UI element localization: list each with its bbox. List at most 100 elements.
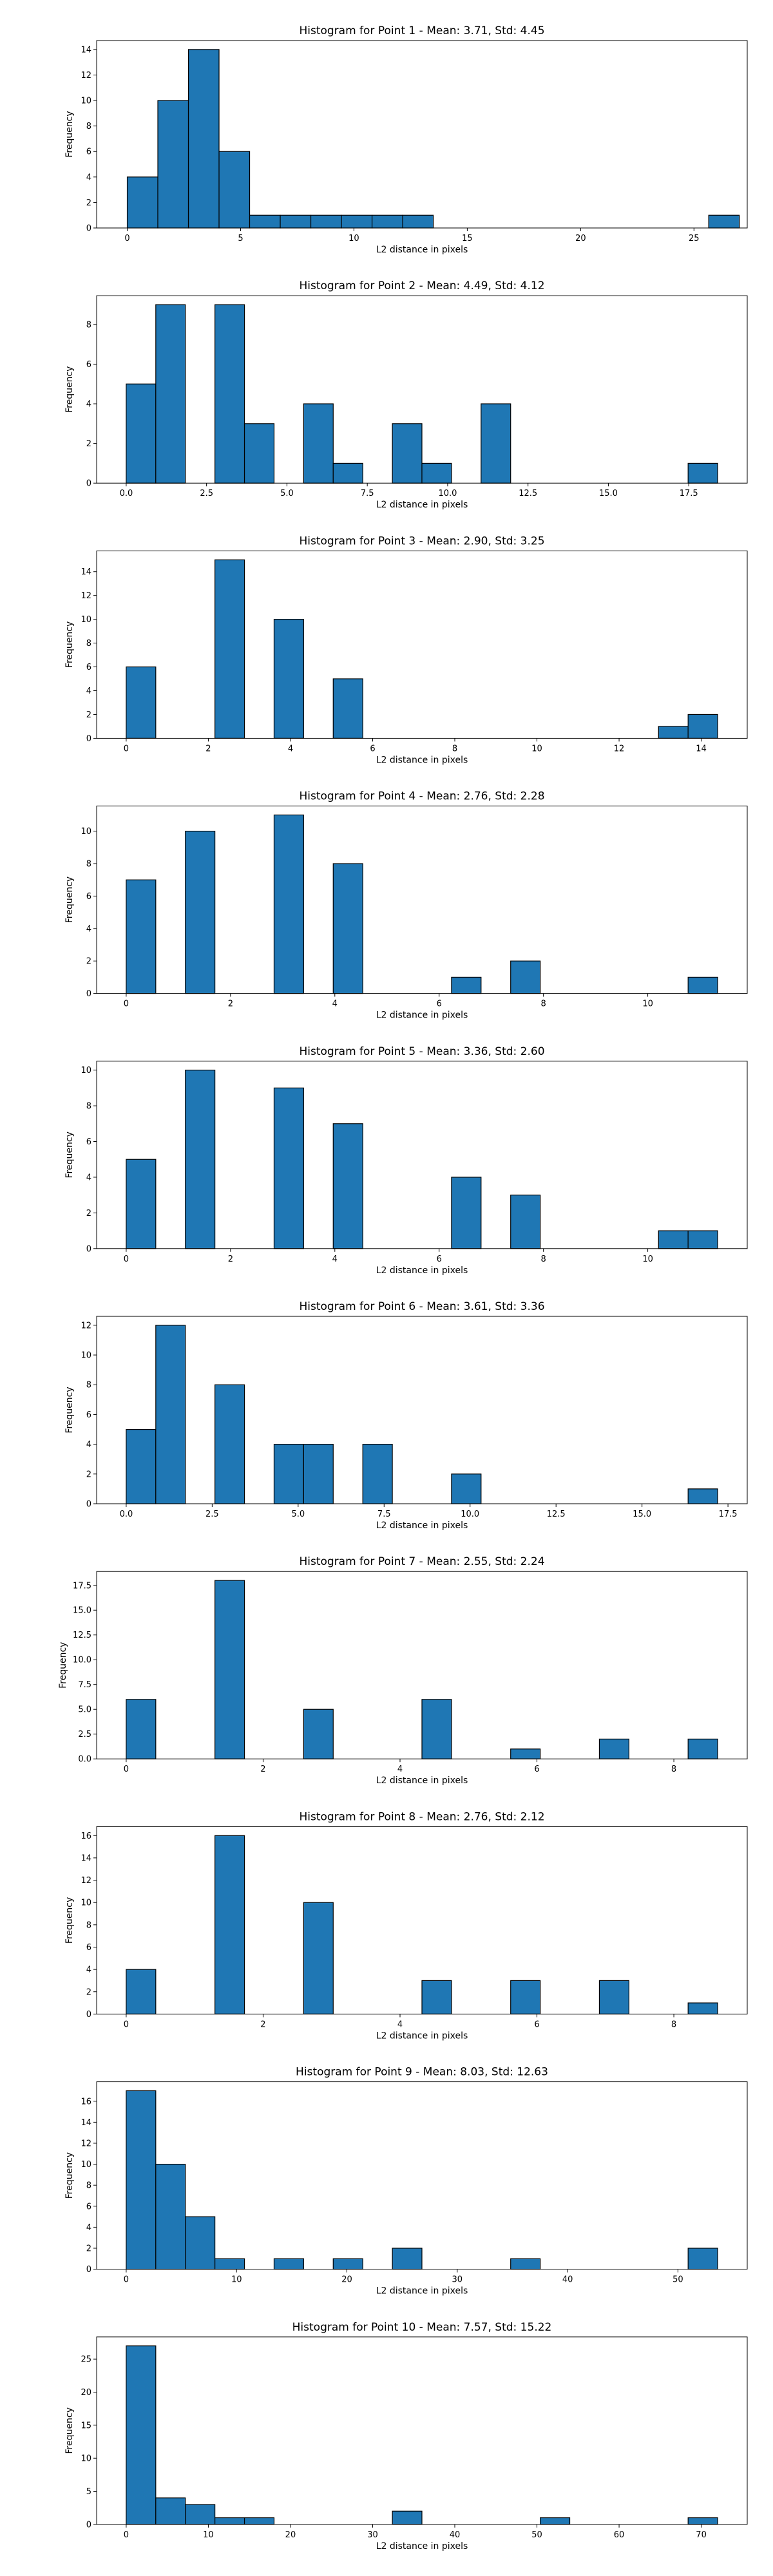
y-tick-label: 20 bbox=[81, 2388, 91, 2398]
plot-frame bbox=[96, 1826, 748, 2014]
y-tick-label: 6 bbox=[86, 892, 91, 902]
x-tick-label: 40 bbox=[562, 2275, 573, 2285]
x-tick-label: 7.5 bbox=[377, 1510, 391, 1519]
chart-8: Histogram for Point 8 - Mean: 2.76, Std:… bbox=[64, 1810, 748, 2041]
y-axis-label: Frequency bbox=[64, 1387, 75, 1433]
histogram-bar bbox=[687, 1738, 718, 1759]
y-tick-label: 12 bbox=[81, 591, 91, 601]
x-tick-label: 20 bbox=[341, 2275, 352, 2285]
histogram-bar bbox=[303, 1444, 334, 1504]
y-tick-label: 2 bbox=[86, 439, 91, 449]
x-tick-label: 0 bbox=[124, 1765, 129, 1774]
y-tick-label: 4 bbox=[86, 2223, 91, 2233]
x-tick-label: 20 bbox=[575, 234, 586, 243]
y-axis-label: Frequency bbox=[64, 1897, 75, 1944]
histogram-bar bbox=[126, 879, 157, 994]
y-tick-label: 0.0 bbox=[78, 1755, 91, 1765]
chart-3: Histogram for Point 3 - Mean: 2.90, Std:… bbox=[64, 535, 748, 765]
histogram-bar bbox=[510, 960, 541, 994]
y-tick-label: 2 bbox=[86, 2244, 91, 2253]
histogram-bar bbox=[126, 1969, 157, 2014]
histogram-bar bbox=[687, 1488, 718, 1504]
x-axis-label: L2 distance in pixels bbox=[376, 500, 468, 510]
plot-frame bbox=[96, 40, 748, 229]
y-tick-label: 14 bbox=[81, 1853, 91, 1863]
histogram-bar bbox=[249, 214, 281, 229]
x-tick-label: 50 bbox=[531, 2530, 542, 2540]
y-tick-label: 15 bbox=[81, 2421, 91, 2430]
y-tick-label: 0 bbox=[86, 734, 91, 744]
x-tick-label: 2 bbox=[205, 744, 211, 753]
chart-4: Histogram for Point 4 - Mean: 2.76, Std:… bbox=[64, 790, 748, 1021]
y-tick-label: 25 bbox=[81, 2355, 91, 2365]
chart-title: Histogram for Point 3 - Mean: 2.90, Std:… bbox=[299, 535, 544, 547]
histogram-bar bbox=[273, 619, 304, 739]
x-tick-label: 0 bbox=[124, 1255, 129, 1264]
chart-title: Histogram for Point 6 - Mean: 3.61, Std:… bbox=[299, 1300, 544, 1313]
x-tick-label: 6 bbox=[534, 2020, 539, 2029]
x-tick-label: 12.5 bbox=[519, 489, 537, 498]
x-tick-label: 0.0 bbox=[120, 1510, 133, 1519]
x-tick-label: 12.5 bbox=[547, 1510, 566, 1519]
chart-title: Histogram for Point 7 - Mean: 2.55, Std:… bbox=[299, 1555, 544, 1568]
histogram-bar bbox=[243, 423, 275, 484]
histogram-bar bbox=[303, 1902, 334, 2015]
y-tick-label: 0 bbox=[86, 2010, 91, 2020]
x-tick-label: 25 bbox=[689, 234, 700, 243]
x-axis-label: L2 distance in pixels bbox=[376, 2286, 468, 2297]
histogram-bar bbox=[510, 2258, 541, 2270]
x-tick-label: 10 bbox=[531, 744, 542, 753]
histogram-bar bbox=[687, 2248, 718, 2270]
x-tick-label: 2 bbox=[260, 1765, 265, 1774]
x-axis-label: L2 distance in pixels bbox=[376, 1265, 468, 1276]
x-tick-label: 30 bbox=[452, 2275, 463, 2285]
x-tick-label: 4 bbox=[397, 2020, 403, 2029]
y-tick-label: 16 bbox=[81, 1832, 91, 1841]
x-tick-label: 6 bbox=[534, 1765, 539, 1774]
x-tick-label: 8 bbox=[541, 999, 546, 1009]
histogram-bar bbox=[126, 383, 157, 484]
y-axis-label: Frequency bbox=[64, 2407, 75, 2454]
histogram-bar bbox=[708, 214, 740, 229]
x-tick-label: 30 bbox=[367, 2530, 378, 2540]
histogram-bar bbox=[421, 1980, 452, 2015]
y-axis-label: Frequency bbox=[64, 621, 75, 668]
histogram-bar bbox=[510, 1980, 541, 2015]
histogram-bar bbox=[185, 2216, 216, 2270]
x-tick-label: 6 bbox=[437, 999, 442, 1009]
chart-5: Histogram for Point 5 - Mean: 3.36, Std:… bbox=[64, 1045, 748, 1276]
histogram-bar bbox=[687, 462, 718, 484]
plot-frame bbox=[96, 1316, 748, 1504]
histogram-bar bbox=[126, 2345, 157, 2525]
histogram-bar bbox=[371, 214, 403, 229]
x-tick-label: 17.5 bbox=[719, 1510, 738, 1519]
x-axis-label: L2 distance in pixels bbox=[376, 2031, 468, 2041]
histogram-bar bbox=[341, 214, 373, 229]
x-tick-label: 8 bbox=[541, 1255, 546, 1264]
y-tick-label: 12 bbox=[81, 1321, 91, 1331]
x-tick-label: 8 bbox=[671, 1765, 676, 1774]
y-tick-label: 8 bbox=[86, 639, 91, 649]
y-tick-label: 0 bbox=[86, 2265, 91, 2275]
y-tick-label: 0 bbox=[86, 2520, 91, 2530]
y-tick-label: 0 bbox=[86, 479, 91, 489]
y-tick-label: 0 bbox=[86, 224, 91, 234]
y-tick-label: 0 bbox=[86, 1244, 91, 1254]
x-tick-label: 60 bbox=[614, 2530, 625, 2540]
y-tick-label: 4 bbox=[86, 687, 91, 696]
x-tick-label: 12 bbox=[614, 744, 625, 753]
x-tick-label: 0.0 bbox=[120, 489, 133, 498]
histogram-bar bbox=[402, 214, 434, 229]
histogram-bar bbox=[362, 1444, 393, 1504]
histogram-bar bbox=[273, 1444, 304, 1504]
y-tick-label: 2.5 bbox=[78, 1730, 91, 1739]
x-tick-label: 50 bbox=[673, 2275, 683, 2285]
y-tick-label: 10 bbox=[81, 1066, 91, 1075]
plot-frame bbox=[96, 1571, 748, 1759]
histogram-bar bbox=[392, 2248, 423, 2270]
histogram-bar bbox=[215, 2517, 245, 2525]
x-axis-label: L2 distance in pixels bbox=[376, 1010, 468, 1021]
x-tick-label: 10 bbox=[642, 1255, 653, 1264]
x-tick-label: 10 bbox=[642, 999, 653, 1009]
